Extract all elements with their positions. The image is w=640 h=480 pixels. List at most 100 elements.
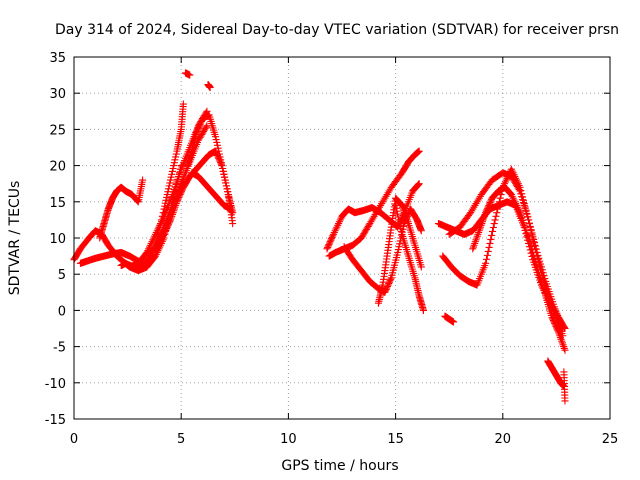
data-point xyxy=(527,226,535,234)
y-tick-label: -10 xyxy=(45,377,66,392)
data-point xyxy=(483,206,491,214)
data-point xyxy=(324,242,332,250)
data-point xyxy=(394,248,402,257)
data-point xyxy=(554,327,562,335)
data-point xyxy=(394,246,402,254)
series-track-i xyxy=(188,169,235,213)
data-point xyxy=(166,176,175,184)
data-point xyxy=(524,213,532,221)
data-point xyxy=(482,259,490,267)
data-point xyxy=(173,198,181,206)
grid-lines xyxy=(74,57,610,419)
series-track-c xyxy=(96,176,147,242)
y-tick-labels: -15 -10 -5 0 5 10 15 20 25 30 35 xyxy=(45,51,66,428)
series-track-p xyxy=(392,201,428,314)
x-tick-label: 25 xyxy=(602,432,619,447)
data-point xyxy=(551,321,559,329)
data-point xyxy=(212,149,220,157)
data-point xyxy=(541,289,549,297)
x-tick-label: 5 xyxy=(177,432,185,447)
data-point xyxy=(397,225,405,233)
data-point xyxy=(551,319,559,327)
data-point xyxy=(174,196,182,204)
data-point xyxy=(393,207,401,215)
data-point xyxy=(488,231,496,240)
data-point xyxy=(385,280,393,288)
data-point xyxy=(491,216,499,224)
data-point xyxy=(487,197,495,205)
data-point xyxy=(532,260,540,268)
data-point xyxy=(229,209,237,217)
data-point xyxy=(219,164,227,173)
x-axis-label: GPS time / hours xyxy=(281,458,398,474)
data-point xyxy=(382,285,390,293)
data-point xyxy=(482,209,490,217)
y-tick-label: 15 xyxy=(49,196,66,211)
data-point xyxy=(197,119,205,127)
data-point xyxy=(323,245,331,253)
data-point xyxy=(493,209,501,217)
data-point xyxy=(168,170,176,178)
y-tick-label: -5 xyxy=(53,341,66,356)
x-tick-labels: 0 5 10 15 20 25 xyxy=(70,432,618,447)
data-point xyxy=(177,189,185,197)
data-point xyxy=(174,195,182,203)
data-point xyxy=(324,243,332,251)
data-point xyxy=(217,159,225,167)
data-point xyxy=(163,223,171,231)
data-point xyxy=(222,182,230,190)
data-point xyxy=(226,205,235,213)
plot-frame xyxy=(73,56,611,420)
data-point xyxy=(561,397,569,405)
data-point xyxy=(178,186,186,194)
data-point xyxy=(396,222,404,230)
data-point xyxy=(212,135,220,144)
data-point xyxy=(218,162,226,170)
data-point xyxy=(495,198,503,206)
data-point xyxy=(485,200,494,208)
y-tick-label: 0 xyxy=(58,304,66,319)
data-point xyxy=(490,219,498,228)
data-point xyxy=(415,180,423,188)
data-point xyxy=(327,235,336,243)
data-point xyxy=(395,243,403,251)
data-point xyxy=(482,207,490,215)
data-point xyxy=(550,318,558,326)
data-point xyxy=(526,240,534,248)
y-tick-label: -15 xyxy=(45,413,66,428)
data-point xyxy=(519,198,527,207)
data-point xyxy=(484,204,492,212)
data-point xyxy=(521,204,529,212)
data-point xyxy=(529,248,537,257)
data-point xyxy=(222,179,230,187)
data-point xyxy=(383,284,391,292)
data-point xyxy=(396,240,404,248)
data-point xyxy=(530,251,538,259)
data-point xyxy=(518,193,526,201)
data-point xyxy=(549,315,557,323)
data-point xyxy=(165,182,173,190)
data-point xyxy=(170,159,178,167)
data-point xyxy=(162,226,170,234)
data-point xyxy=(415,147,423,155)
y-tick-label: 35 xyxy=(49,51,66,66)
data-point xyxy=(215,147,223,155)
data-point xyxy=(536,274,545,283)
data-point xyxy=(485,201,493,209)
data-point xyxy=(177,188,185,196)
data-point xyxy=(193,126,202,134)
data-point xyxy=(195,123,203,131)
data-point xyxy=(171,156,179,164)
data-point xyxy=(536,272,544,280)
data-point xyxy=(139,176,147,184)
data-point xyxy=(483,251,491,259)
data-point xyxy=(172,153,180,161)
data-point xyxy=(525,219,533,227)
y-tick-label: 5 xyxy=(58,268,66,283)
data-point xyxy=(214,144,222,152)
data-point xyxy=(392,201,400,209)
data-point xyxy=(221,176,229,184)
data-point xyxy=(487,235,495,243)
data-point xyxy=(165,219,173,227)
data-point xyxy=(525,237,533,245)
